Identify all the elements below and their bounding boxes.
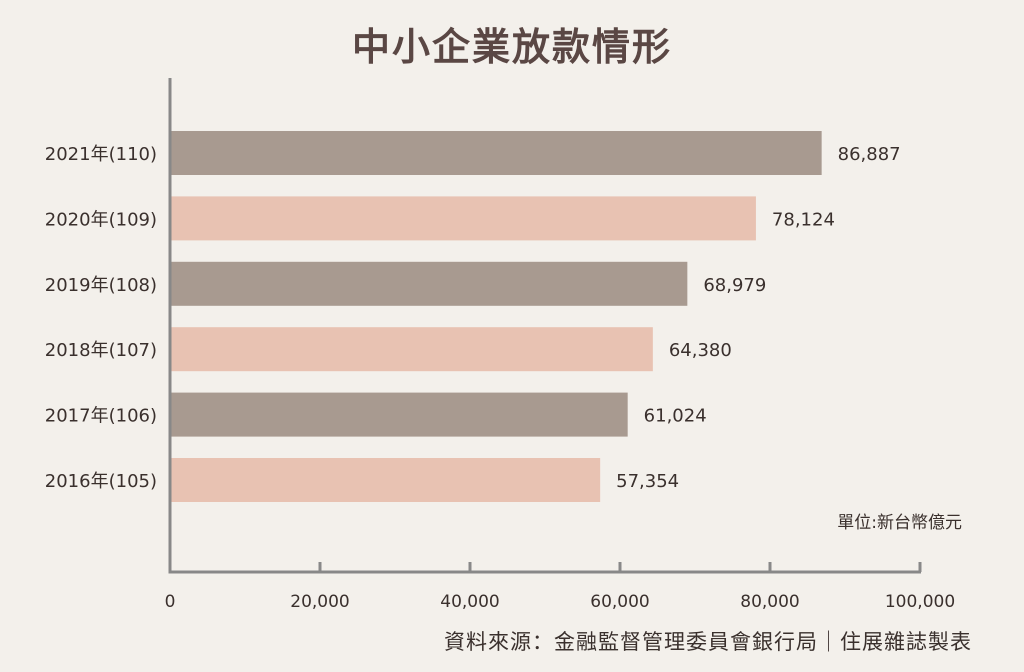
category-label: 2020年(109) <box>45 209 157 230</box>
category-label: 2019年(108) <box>45 275 157 296</box>
chart-title: 中小企業放款情形 <box>351 24 672 69</box>
x-tick-label: 40,000 <box>440 592 499 612</box>
x-tick-label: 20,000 <box>290 592 349 612</box>
value-label: 57,354 <box>616 471 679 492</box>
value-label: 61,024 <box>644 406 707 427</box>
bar <box>171 261 688 306</box>
category-label: 2016年(105) <box>45 471 157 492</box>
bar <box>171 327 653 372</box>
category-label: 2017年(106) <box>45 406 157 427</box>
x-tick-label: 60,000 <box>590 592 649 612</box>
bar <box>171 458 601 502</box>
value-label: 86,887 <box>838 144 901 165</box>
bar <box>171 131 822 175</box>
x-tick-label: 80,000 <box>740 592 799 612</box>
bar <box>171 392 628 437</box>
x-tick-label: 100,000 <box>885 592 955 612</box>
source-note: 資料來源：金融監督管理委員會銀行局｜住展雜誌製表 <box>444 630 972 654</box>
unit-label: 單位:新台幣億元 <box>837 513 962 533</box>
category-label: 2021年(110) <box>45 144 157 165</box>
value-label: 78,124 <box>772 209 835 230</box>
category-label: 2018年(107) <box>45 340 157 361</box>
x-tick-label: 0 <box>165 592 176 612</box>
bar <box>171 196 756 241</box>
value-label: 68,979 <box>703 275 766 296</box>
value-label: 64,380 <box>669 340 732 361</box>
